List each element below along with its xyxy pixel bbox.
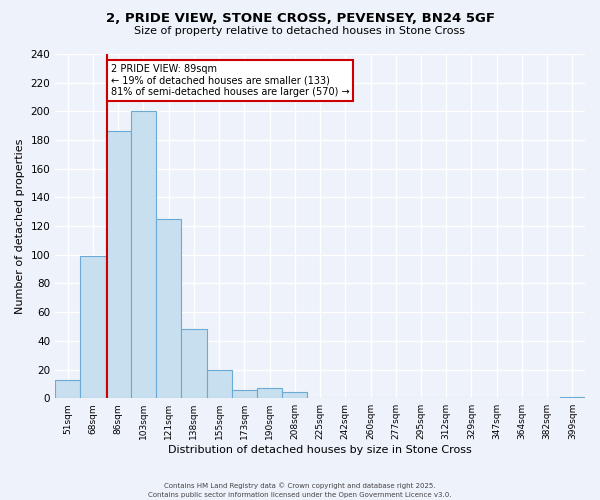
- Bar: [131, 112, 156, 398]
- Text: 2 PRIDE VIEW: 89sqm
← 19% of detached houses are smaller (133)
81% of semi-detac: 2 PRIDE VIEW: 89sqm ← 19% of detached ho…: [110, 64, 349, 97]
- Text: Contains HM Land Registry data © Crown copyright and database right 2025.: Contains HM Land Registry data © Crown c…: [164, 482, 436, 489]
- Bar: [206, 370, 232, 398]
- X-axis label: Distribution of detached houses by size in Stone Cross: Distribution of detached houses by size …: [168, 445, 472, 455]
- Bar: [106, 132, 131, 398]
- Text: Contains public sector information licensed under the Open Government Licence v3: Contains public sector information licen…: [148, 492, 452, 498]
- Bar: [55, 380, 80, 398]
- Bar: [80, 256, 106, 398]
- Bar: [560, 397, 585, 398]
- Bar: [257, 388, 282, 398]
- Bar: [232, 390, 257, 398]
- Text: 2, PRIDE VIEW, STONE CROSS, PEVENSEY, BN24 5GF: 2, PRIDE VIEW, STONE CROSS, PEVENSEY, BN…: [106, 12, 494, 26]
- Y-axis label: Number of detached properties: Number of detached properties: [15, 138, 25, 314]
- Bar: [156, 219, 181, 398]
- Text: Size of property relative to detached houses in Stone Cross: Size of property relative to detached ho…: [134, 26, 466, 36]
- Bar: [282, 392, 307, 398]
- Bar: [181, 330, 206, 398]
